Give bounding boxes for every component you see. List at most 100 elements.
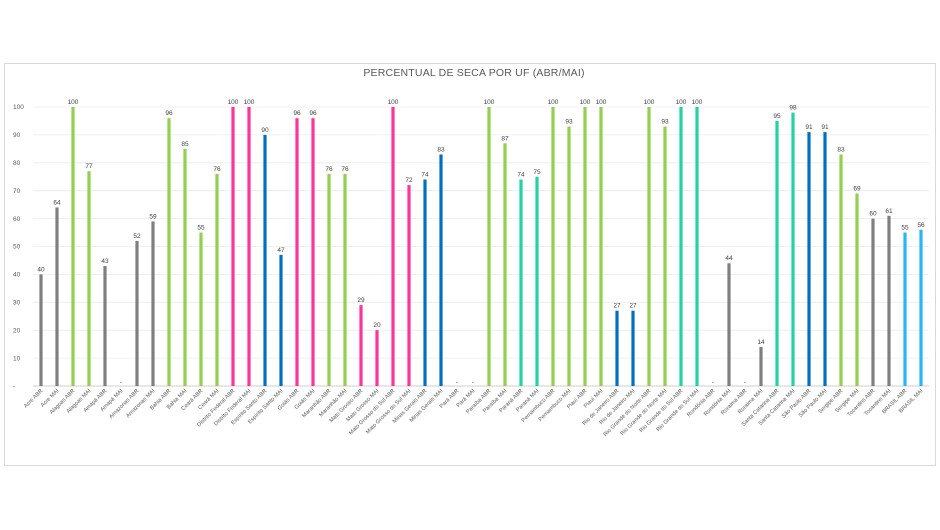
- data-label: 72: [405, 177, 413, 184]
- data-label: 100: [676, 99, 687, 106]
- data-label: 93: [565, 119, 573, 126]
- bar: [167, 118, 171, 386]
- data-label: 76: [213, 166, 221, 173]
- bar: [247, 107, 251, 386]
- bar: [695, 107, 699, 386]
- data-label: 52: [133, 233, 141, 240]
- bar: [631, 310, 635, 386]
- bar: [39, 274, 43, 386]
- y-tick-label: 20: [13, 327, 21, 334]
- bar: [407, 185, 411, 386]
- data-label: 76: [325, 166, 333, 173]
- bar: [663, 126, 667, 386]
- bar: [311, 118, 315, 386]
- data-label: 95: [773, 113, 781, 120]
- data-label: -: [712, 379, 714, 386]
- bar: [855, 193, 859, 386]
- bar: [599, 107, 603, 386]
- bar: [535, 176, 539, 386]
- data-label: 91: [805, 124, 813, 131]
- data-label: 27: [629, 303, 637, 310]
- bars: [39, 107, 923, 386]
- data-label: 55: [901, 225, 909, 232]
- data-label: 29: [357, 297, 365, 304]
- data-label: 56: [917, 222, 925, 229]
- bar: [391, 107, 395, 386]
- data-label: 40: [37, 266, 45, 273]
- data-label: 100: [644, 99, 655, 106]
- data-label: 100: [388, 99, 399, 106]
- bar: [87, 171, 91, 386]
- bar: [55, 207, 59, 386]
- data-label: 100: [596, 99, 607, 106]
- bar: [791, 112, 795, 386]
- bar: [279, 254, 283, 386]
- data-label: 100: [68, 99, 79, 106]
- data-label: 20: [373, 322, 381, 329]
- data-label: 100: [580, 99, 591, 106]
- data-label: 85: [181, 141, 189, 148]
- data-label: 100: [244, 99, 255, 106]
- data-label: 43: [101, 258, 109, 265]
- bar: [327, 173, 331, 386]
- y-tick-label: 80: [13, 160, 21, 167]
- y-tick-label: 70: [13, 188, 21, 195]
- data-label: 77: [85, 163, 93, 170]
- data-label: 96: [293, 110, 301, 117]
- bar: [903, 232, 907, 386]
- data-label: -: [472, 379, 474, 386]
- bar: [679, 107, 683, 386]
- bar: [551, 107, 555, 386]
- bar: [839, 154, 843, 386]
- data-label: 91: [821, 124, 829, 131]
- bar: [103, 266, 107, 386]
- data-label: 74: [517, 172, 525, 179]
- data-label: 74: [421, 172, 429, 179]
- bar: [727, 263, 731, 386]
- bar: [503, 143, 507, 386]
- data-label: 87: [501, 135, 509, 142]
- bar: [871, 218, 875, 386]
- data-label: 96: [309, 110, 317, 117]
- data-label: 59: [149, 213, 157, 220]
- data-label: 61: [885, 208, 893, 215]
- data-label: 76: [341, 166, 349, 173]
- bar: [135, 240, 139, 386]
- data-label: 64: [53, 199, 61, 206]
- data-label: -: [120, 379, 122, 386]
- data-label: 83: [837, 146, 845, 153]
- bar: [343, 173, 347, 386]
- data-label: 55: [197, 225, 205, 232]
- bar: [215, 173, 219, 386]
- bar: [439, 154, 443, 386]
- bar: [359, 305, 363, 386]
- data-label: 100: [692, 99, 703, 106]
- data-label: -: [744, 379, 746, 386]
- bar: [487, 107, 491, 386]
- y-tick-label: 10: [13, 355, 21, 362]
- data-label: 83: [437, 146, 445, 153]
- data-label: 100: [228, 99, 239, 106]
- chart-frame: PERCENTUAL DE SECA POR UF (ABR/MAI) - 10 2…: [4, 63, 936, 466]
- data-label: 69: [853, 185, 861, 192]
- data-label: 98: [789, 105, 797, 112]
- bar: [519, 179, 523, 386]
- y-tick-label: -: [13, 383, 15, 390]
- data-label: 93: [661, 119, 669, 126]
- bar: [615, 310, 619, 386]
- bar: [423, 179, 427, 386]
- bar: [263, 134, 267, 386]
- bar-chart: PERCENTUAL DE SECA POR UF (ABR/MAI) - 10 2…: [13, 67, 929, 438]
- bar: [919, 229, 923, 386]
- bar: [823, 132, 827, 386]
- y-tick-label: 50: [13, 244, 21, 251]
- bar: [151, 221, 155, 386]
- bar: [183, 148, 187, 386]
- bar: [759, 346, 763, 386]
- bar: [887, 215, 891, 386]
- bar: [583, 107, 587, 386]
- y-tick-label: 40: [13, 272, 21, 279]
- bar: [375, 330, 379, 386]
- data-label: 47: [277, 247, 285, 254]
